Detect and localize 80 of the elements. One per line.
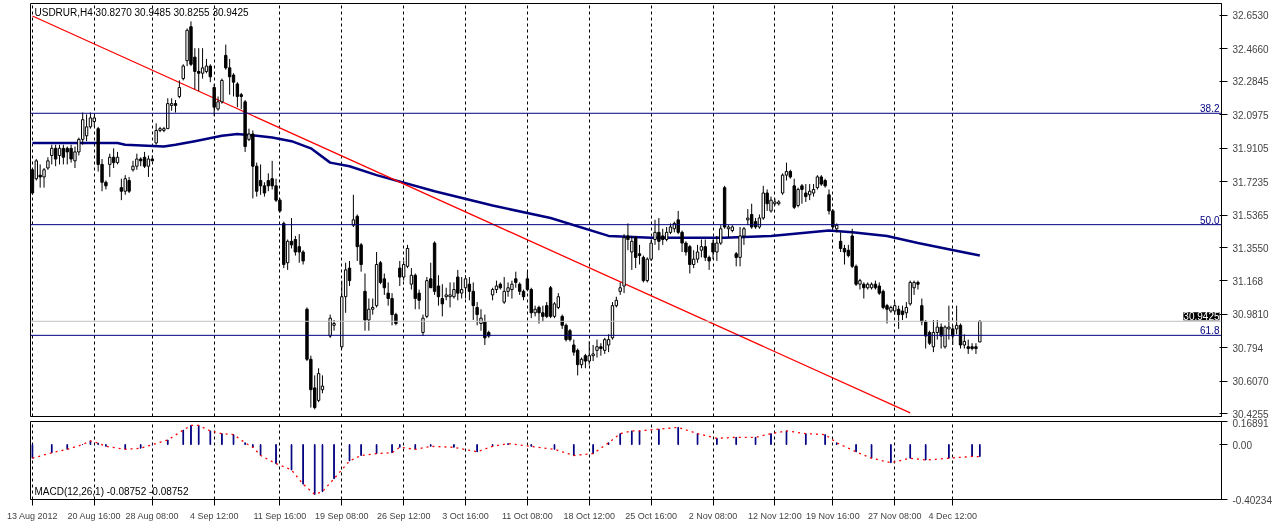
candlestick bbox=[212, 83, 216, 117]
y-tick-label: 30.4255 bbox=[1232, 408, 1270, 420]
candlestick bbox=[575, 348, 580, 376]
candlestick bbox=[413, 272, 417, 310]
x-tick-label: 25 Oct 16:00 bbox=[625, 510, 677, 521]
candlestick bbox=[50, 144, 54, 165]
candlestick bbox=[537, 305, 541, 325]
y-tick-label: 31.3550 bbox=[1232, 242, 1270, 254]
line-series bbox=[31, 424, 981, 496]
y-tick-label: 32.4660 bbox=[1232, 43, 1270, 55]
candlestick bbox=[459, 276, 464, 299]
annotation: 38.2 bbox=[1200, 103, 1220, 115]
x-tick-label: 4 Sep 12:00 bbox=[189, 510, 239, 521]
y-tick-label: -0.40234 bbox=[1232, 494, 1273, 506]
candlestick bbox=[297, 233, 301, 264]
candlestick bbox=[53, 144, 58, 167]
candlestick bbox=[119, 178, 124, 201]
x-tick-label: 20 Aug 16:00 bbox=[67, 510, 121, 521]
candlestick bbox=[197, 47, 201, 92]
x-tick-label: 27 Nov 08:00 bbox=[867, 510, 922, 521]
chart-title: USDRUR,H4 30.8270 30.9485 30.8255 30.9425 bbox=[34, 6, 249, 18]
x-tick-label: 13 Aug 2012 bbox=[6, 510, 58, 521]
candlestick bbox=[792, 178, 796, 210]
y-tick-label: 31.7235 bbox=[1232, 176, 1270, 188]
text: MACD(12,26,1) -0.08752 -0.08752 bbox=[34, 485, 189, 497]
candlestick bbox=[463, 274, 468, 299]
y-tick-label: 32.0975 bbox=[1232, 109, 1270, 121]
candlestick bbox=[456, 269, 460, 301]
x-tick-label: 12 Nov 12:00 bbox=[748, 510, 802, 521]
candlestick bbox=[939, 323, 943, 350]
candlestick bbox=[541, 305, 545, 323]
candlestick bbox=[978, 319, 982, 343]
candlestick bbox=[502, 276, 506, 305]
x-tick-label: 26 Sep 12:00 bbox=[376, 510, 431, 521]
ref-line-label: 30.9425 bbox=[1183, 311, 1220, 323]
candlestick bbox=[800, 183, 804, 205]
candlestick bbox=[38, 163, 42, 189]
candlestick bbox=[471, 281, 475, 321]
candlestick bbox=[711, 239, 715, 260]
candlestick bbox=[633, 235, 638, 269]
candlestick bbox=[738, 226, 742, 267]
candlestick bbox=[916, 280, 920, 291]
candlestick bbox=[974, 342, 978, 355]
x-tick-label: 2 Nov 08:00 bbox=[688, 510, 738, 521]
candlestick bbox=[657, 217, 661, 251]
annotation: 61.8 bbox=[1200, 325, 1220, 337]
y-tick-label: 0.16891 bbox=[1232, 417, 1270, 429]
x-tick-label: 11 Oct 08:00 bbox=[501, 510, 553, 521]
candlestick bbox=[293, 235, 298, 257]
candlestick bbox=[154, 122, 158, 146]
annotation: 50.0 bbox=[1200, 214, 1220, 226]
candlestick bbox=[227, 58, 232, 96]
y-tick-label: 31.168 bbox=[1232, 275, 1264, 287]
y-tick-label: 32.2845 bbox=[1232, 76, 1270, 88]
x-tick-label: 19 Sep 08:00 bbox=[315, 510, 369, 521]
candlestick bbox=[448, 281, 452, 308]
y-tick-label: 30.9810 bbox=[1232, 309, 1270, 321]
x-tick-label: 19 Nov 16:00 bbox=[806, 510, 860, 521]
y-tick-label: 31.9105 bbox=[1232, 143, 1270, 155]
candlestick bbox=[328, 314, 332, 339]
candlestick bbox=[595, 339, 599, 358]
x-tick-label: 18 Oct 12:00 bbox=[563, 510, 616, 521]
candlestick bbox=[398, 260, 402, 287]
candlestick bbox=[587, 340, 591, 366]
candlestick bbox=[688, 244, 692, 274]
x-tick-label: 3 Oct 16:00 bbox=[442, 510, 489, 521]
candlestick bbox=[780, 172, 785, 196]
y-tick-label: 32.6530 bbox=[1232, 10, 1270, 22]
x-tick-label: 11 Sep 16:00 bbox=[253, 510, 307, 521]
candlestick bbox=[796, 187, 800, 208]
candlestick bbox=[591, 344, 595, 362]
candlestick bbox=[970, 342, 974, 351]
y-tick-label: 0.00 bbox=[1232, 439, 1253, 451]
x-tick-label: 28 Aug 08:00 bbox=[125, 510, 179, 521]
y-tick-label: 30.6070 bbox=[1232, 376, 1270, 388]
y-tick-label: 30.794 bbox=[1232, 342, 1264, 354]
candlestick bbox=[599, 342, 603, 357]
candlestick bbox=[123, 174, 127, 196]
x-tick-label: 4 Dec 12:00 bbox=[928, 510, 978, 521]
y-tick-label: 31.5365 bbox=[1232, 210, 1270, 222]
